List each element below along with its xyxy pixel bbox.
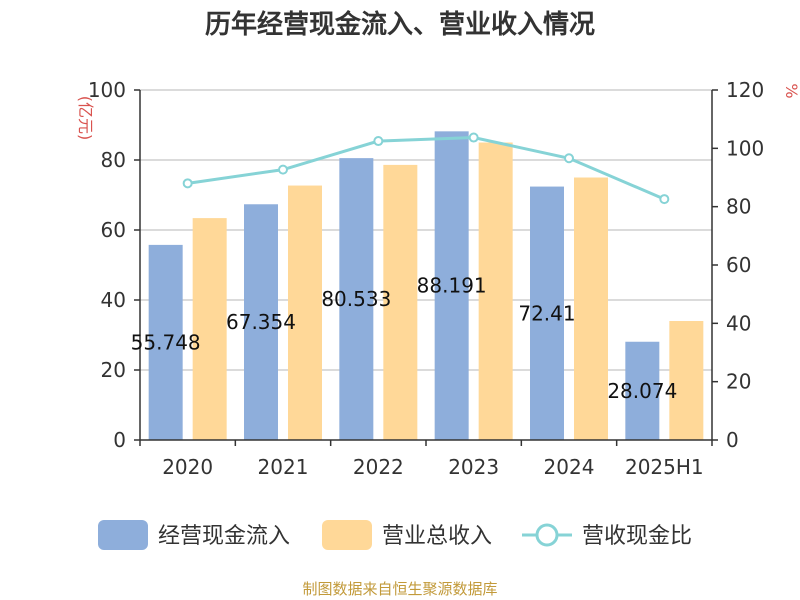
x-tick-label: 2023	[448, 455, 499, 479]
bar-cash-inflow	[434, 131, 469, 441]
y-left-tick-label: 40	[101, 288, 126, 312]
y-left-tick-label: 20	[101, 358, 126, 382]
bar-revenue	[288, 185, 322, 440]
bar-revenue	[574, 177, 608, 440]
bar-revenue	[192, 218, 227, 440]
source-note: 制图数据来自恒生聚源数据库	[302, 580, 497, 598]
y-left-tick-label: 80	[101, 148, 126, 172]
bar-data-label: 72.41	[518, 301, 575, 325]
legend-swatch	[322, 520, 372, 550]
x-tick-label: 2020	[162, 455, 213, 479]
x-tick-label: 2025H1	[625, 455, 704, 479]
y-left-tick-label: 0	[113, 428, 126, 452]
bars	[148, 131, 704, 441]
bar-cash-inflow	[530, 186, 564, 440]
bar-revenue	[478, 142, 513, 440]
y-right-tick-label: 100	[726, 136, 764, 160]
ratio-point	[564, 153, 574, 164]
ratio-point	[278, 164, 288, 175]
line-series	[182, 132, 670, 205]
chart-title: 历年经营现金流入、营业收入情况	[205, 9, 595, 40]
y-right-tick-label: 120	[726, 78, 764, 102]
bar-data-label: 80.533	[321, 287, 391, 311]
bar-revenue	[669, 321, 704, 440]
y-right-tick-label: 40	[726, 311, 751, 335]
bar-data-label: 67.354	[226, 310, 296, 334]
legend: 经营现金流入 营业总收入 营收现金比	[98, 520, 692, 550]
bar-cash-inflow	[339, 158, 374, 440]
gridlines	[140, 89, 712, 371]
ratio-line	[187, 136, 665, 201]
y-right-tick-label: 0	[726, 428, 739, 452]
y-left-axis-label: (亿元)	[76, 96, 95, 141]
y-right-tick-label: 20	[726, 370, 751, 394]
bar-revenue	[383, 164, 418, 440]
legend-label: 经营现金流入	[158, 524, 290, 549]
y-right-tick-label: 80	[726, 195, 751, 219]
x-tick-label: 2021	[258, 455, 309, 479]
legend-label: 营收现金比	[582, 524, 692, 549]
ratio-point	[182, 178, 193, 189]
data-labels: 55.748 67.354 80.533 88.191 72.41 28.074	[131, 274, 678, 403]
y-left-tick-label: 100	[88, 78, 126, 102]
bar-cash-inflow	[625, 341, 660, 440]
axes: 0 20 40 60 80 100 0 20 40 60 80 100 120 2020 2021 2022 2…	[88, 78, 764, 479]
legend-label: 营业总收入	[382, 524, 492, 549]
y-right-tick-label: 60	[726, 253, 751, 277]
bar-data-label: 88.191	[417, 274, 487, 298]
x-tick-label: 2024	[544, 455, 595, 479]
ratio-point	[468, 132, 479, 143]
ratio-point	[373, 136, 384, 147]
ratio-point	[659, 194, 670, 205]
bar-data-label: 28.074	[607, 379, 677, 403]
legend-swatch	[98, 520, 148, 550]
legend-marker	[535, 523, 559, 547]
y-left-tick-label: 60	[101, 218, 126, 242]
bar-data-label: 55.748	[131, 330, 201, 354]
x-tick-label: 2022	[353, 455, 404, 479]
bar-cash-inflow	[148, 244, 183, 440]
bar-cash-inflow	[244, 204, 278, 440]
y-right-axis-label: %	[782, 83, 800, 98]
